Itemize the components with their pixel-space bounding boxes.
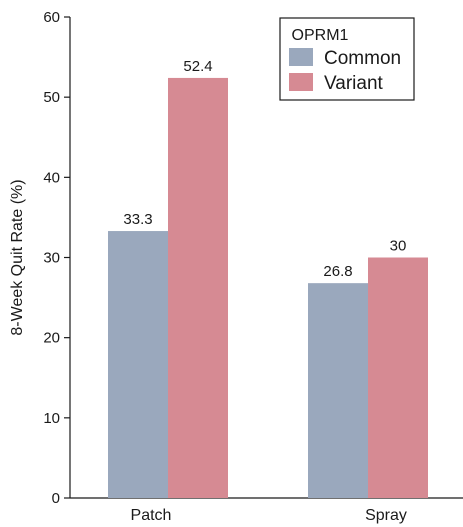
bar-common-patch xyxy=(108,231,168,499)
y-axis: 0 10 20 30 40 50 60 xyxy=(43,9,71,507)
legend-items: Common Variant xyxy=(289,48,401,94)
data-label: 26.8 xyxy=(323,263,352,280)
legend-label-common: Common xyxy=(324,48,401,69)
legend-label-variant: Variant xyxy=(324,73,384,94)
x-tick-label-spray: Spray xyxy=(365,507,407,524)
bar-variant-spray xyxy=(368,257,428,498)
y-tick-label: 40 xyxy=(43,169,60,186)
data-label: 33.3 xyxy=(123,211,152,228)
y-tick-label: 60 xyxy=(43,9,60,26)
x-axis-ticks: Patch Spray xyxy=(131,507,407,524)
bars xyxy=(108,77,428,499)
y-tick-label: 20 xyxy=(43,330,60,347)
y-tick-label: 10 xyxy=(43,410,60,427)
legend: OPRM1 Common Variant xyxy=(279,17,415,101)
y-tick-label: 30 xyxy=(43,250,60,267)
legend-title: OPRM1 xyxy=(292,27,349,44)
legend-swatch-common xyxy=(289,48,313,66)
bar-variant-patch xyxy=(168,77,228,498)
x-tick-label-patch: Patch xyxy=(131,507,172,524)
y-ticks: 0 10 20 30 40 50 60 xyxy=(43,9,70,507)
y-tick-label: 0 xyxy=(52,490,60,507)
data-labels: 33.3 26.8 52.4 30 xyxy=(123,58,406,280)
data-label: 52.4 xyxy=(183,58,212,75)
y-tick-label: 50 xyxy=(43,89,60,106)
legend-swatch-variant xyxy=(289,73,313,91)
data-label: 30 xyxy=(390,238,407,255)
y-axis-title: 8-Week Quit Rate (%) xyxy=(9,179,26,335)
bar-common-spray xyxy=(308,283,368,498)
